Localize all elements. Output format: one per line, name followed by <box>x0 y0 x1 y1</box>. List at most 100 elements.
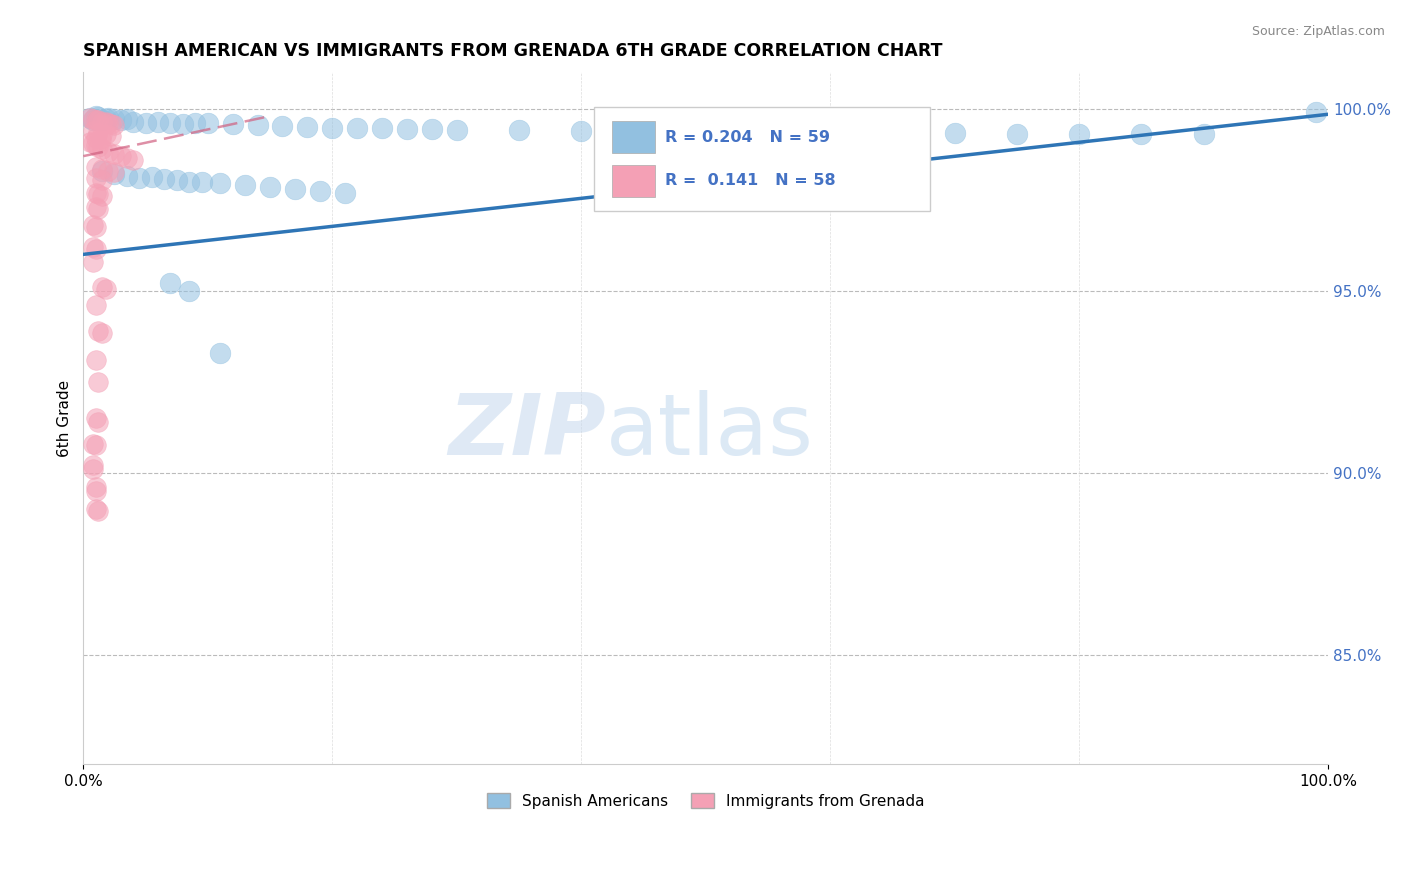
Point <box>87 126 110 140</box>
Point <box>882 126 904 140</box>
Point <box>128 171 150 186</box>
Point <box>87 504 110 518</box>
Text: atlas: atlas <box>606 391 814 474</box>
Point <box>94 128 117 142</box>
Point <box>284 182 307 196</box>
Point <box>308 184 330 198</box>
Text: R =  0.141   N = 58: R = 0.141 N = 58 <box>665 173 835 188</box>
Point <box>153 171 176 186</box>
Point <box>756 125 779 139</box>
Point <box>122 153 145 167</box>
Point <box>209 177 232 191</box>
Point <box>84 411 107 425</box>
Point <box>87 375 110 389</box>
Point <box>84 242 107 256</box>
Point <box>115 169 138 183</box>
Point <box>1005 127 1028 141</box>
Point <box>91 142 114 156</box>
Point <box>395 121 418 136</box>
Point <box>87 202 110 216</box>
Point <box>100 129 122 144</box>
FancyBboxPatch shape <box>593 107 929 211</box>
Point <box>91 112 114 127</box>
Point <box>84 109 107 123</box>
Point <box>346 120 368 135</box>
Point <box>84 200 107 214</box>
Point <box>818 126 841 140</box>
Point <box>82 240 104 254</box>
Point <box>91 163 114 178</box>
Point <box>197 116 219 130</box>
Point <box>91 114 114 128</box>
Point <box>1192 128 1215 142</box>
Point <box>84 138 107 153</box>
Point <box>84 480 107 494</box>
Point <box>508 123 530 137</box>
Point <box>84 220 107 235</box>
Y-axis label: 6th Grade: 6th Grade <box>58 380 72 457</box>
Point <box>87 140 110 154</box>
Point <box>1069 127 1091 141</box>
Point <box>79 111 101 125</box>
FancyBboxPatch shape <box>613 165 655 196</box>
Point <box>82 254 104 268</box>
Point <box>103 147 125 161</box>
Point <box>94 112 117 126</box>
Point <box>633 124 655 138</box>
Point <box>209 345 232 359</box>
Point <box>97 145 120 160</box>
Point <box>84 160 107 174</box>
Point <box>259 180 281 194</box>
Point <box>87 113 110 128</box>
Text: ZIP: ZIP <box>449 391 606 474</box>
Point <box>177 284 200 298</box>
Point <box>82 123 104 137</box>
Point <box>94 115 117 129</box>
Point <box>91 173 114 187</box>
Point <box>90 131 112 145</box>
Point <box>84 112 107 127</box>
Point <box>84 502 107 516</box>
Point <box>184 115 207 129</box>
Point <box>91 161 114 176</box>
Point <box>103 118 125 132</box>
Point <box>91 127 114 141</box>
Point <box>943 126 966 140</box>
Point <box>82 113 104 128</box>
Point <box>103 167 125 181</box>
Point <box>166 173 188 187</box>
Point <box>177 175 200 189</box>
Point <box>84 298 107 312</box>
Point <box>79 135 101 149</box>
Point <box>420 122 443 136</box>
Point <box>84 186 107 200</box>
Point <box>84 131 107 145</box>
Point <box>110 113 132 128</box>
Legend: Spanish Americans, Immigrants from Grenada: Spanish Americans, Immigrants from Grena… <box>481 788 931 815</box>
Point <box>321 120 343 135</box>
Point <box>1305 105 1327 120</box>
Point <box>82 112 104 126</box>
Point <box>446 122 468 136</box>
Point <box>110 149 132 163</box>
Point <box>87 187 110 202</box>
Point <box>221 117 243 131</box>
Point <box>87 415 110 429</box>
Point <box>91 326 114 340</box>
Point <box>190 175 212 189</box>
Text: R = 0.204   N = 59: R = 0.204 N = 59 <box>665 129 830 145</box>
Point <box>141 170 163 185</box>
Point <box>87 324 110 338</box>
Point <box>297 120 319 134</box>
Point <box>172 117 194 131</box>
Point <box>233 178 256 193</box>
Point <box>371 121 394 136</box>
Point <box>82 436 104 450</box>
Point <box>84 438 107 452</box>
Point <box>1130 128 1153 142</box>
Text: Source: ZipAtlas.com: Source: ZipAtlas.com <box>1251 25 1385 38</box>
Point <box>97 116 120 130</box>
Point <box>159 116 181 130</box>
Point <box>271 120 294 134</box>
FancyBboxPatch shape <box>613 121 655 153</box>
